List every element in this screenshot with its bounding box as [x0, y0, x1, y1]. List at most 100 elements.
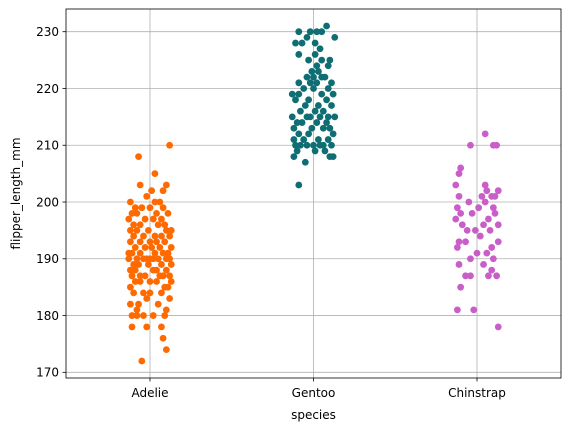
- data-point: [125, 215, 133, 223]
- data-point: [489, 255, 497, 263]
- data-point: [313, 28, 321, 36]
- data-point: [151, 170, 159, 178]
- data-point: [329, 130, 337, 138]
- data-point: [166, 295, 174, 302]
- data-point: [311, 107, 319, 115]
- series-adelie: [125, 141, 175, 365]
- data-point: [324, 113, 332, 121]
- axis-ticks: 170 180 190 200 210 220 230 Adelie Gentoo Chinstr…: [36, 25, 506, 400]
- data-point: [133, 312, 141, 319]
- data-point: [140, 312, 147, 319]
- data-point: [306, 113, 314, 121]
- data-point: [159, 204, 167, 212]
- data-point: [488, 192, 496, 200]
- data-point: [153, 209, 160, 217]
- data-point: [153, 278, 160, 285]
- data-point: [151, 232, 159, 240]
- data-point: [470, 306, 478, 314]
- data-point: [126, 227, 134, 234]
- data-point: [167, 227, 175, 234]
- data-point: [293, 147, 301, 155]
- data-point: [161, 238, 169, 246]
- data-point: [478, 192, 486, 200]
- data-point: [453, 306, 461, 314]
- data-point: [306, 28, 314, 36]
- data-point: [329, 90, 337, 98]
- data-point: [125, 249, 133, 257]
- data-point: [135, 261, 142, 268]
- data-point: [453, 244, 461, 251]
- data-point: [305, 96, 312, 104]
- data-point: [159, 249, 167, 257]
- data-point: [462, 272, 469, 280]
- data-point: [133, 306, 141, 314]
- data-point: [475, 204, 483, 212]
- data-point: [162, 227, 170, 234]
- data-point: [493, 141, 501, 149]
- data-point: [328, 141, 335, 149]
- data-point: [465, 198, 473, 206]
- data-point: [138, 204, 146, 212]
- data-point: [149, 215, 157, 223]
- data-point: [300, 85, 308, 92]
- data-point: [313, 79, 321, 87]
- data-point: [467, 255, 474, 263]
- data-point: [126, 300, 134, 308]
- data-point: [162, 266, 170, 274]
- data-point: [290, 136, 298, 143]
- data-point: [131, 204, 139, 212]
- data-point: [481, 198, 489, 206]
- data-point: [331, 113, 339, 121]
- data-point: [324, 85, 332, 92]
- data-point: [135, 300, 142, 308]
- data-point: [130, 221, 138, 229]
- data-point: [313, 119, 321, 126]
- data-point: [321, 147, 329, 155]
- data-point: [153, 266, 160, 274]
- data-point: [316, 45, 324, 53]
- data-point: [305, 130, 312, 138]
- x-tick-label-adelie: Adelie: [131, 386, 168, 400]
- data-point: [301, 102, 309, 109]
- data-point: [141, 272, 149, 280]
- data-point: [453, 204, 461, 212]
- data-point: [481, 181, 489, 189]
- data-point: [292, 96, 299, 104]
- data-point: [164, 209, 172, 217]
- data-point: [131, 266, 139, 274]
- y-tick-label: 210: [36, 139, 59, 153]
- data-point: [136, 272, 144, 280]
- data-point: [159, 334, 167, 342]
- data-point: [298, 39, 306, 47]
- y-tick-label: 230: [36, 25, 59, 39]
- data-point: [136, 278, 144, 285]
- data-point: [136, 238, 144, 246]
- data-point: [156, 272, 164, 280]
- data-point: [467, 272, 474, 280]
- data-point: [161, 312, 169, 319]
- y-tick-label: 200: [36, 195, 59, 209]
- data-point: [489, 204, 497, 212]
- data-point: [455, 170, 463, 178]
- data-point: [326, 124, 334, 132]
- data-point: [458, 221, 466, 229]
- x-axis-label: species: [291, 408, 336, 422]
- y-tick-label: 220: [36, 82, 59, 96]
- data-point: [136, 181, 144, 189]
- data-point: [167, 244, 175, 251]
- data-point: [324, 136, 332, 143]
- data-point: [494, 238, 502, 246]
- data-point: [144, 261, 152, 268]
- data-point: [463, 227, 471, 234]
- data-point: [467, 141, 474, 149]
- data-point: [162, 346, 170, 354]
- data-point: [311, 51, 319, 58]
- data-point: [319, 124, 327, 132]
- data-point: [319, 107, 327, 115]
- data-point: [136, 221, 144, 229]
- data-point: [151, 198, 159, 206]
- data-point: [316, 113, 324, 121]
- data-point: [494, 187, 502, 195]
- data-point: [483, 187, 491, 195]
